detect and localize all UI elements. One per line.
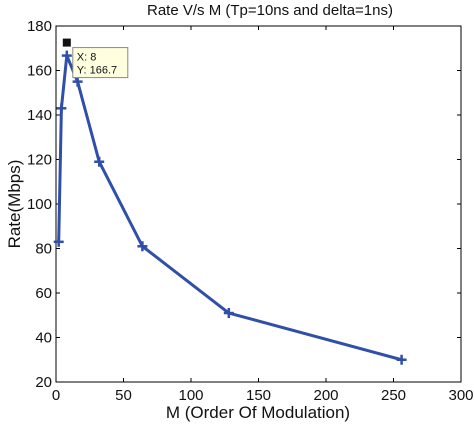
x-tick-label: 300 — [448, 387, 473, 404]
datatip-y-text: Y: 166.7 — [77, 65, 117, 77]
data-point-marker — [61, 50, 72, 61]
datatip[interactable]: X: 8 Y: 166.7 — [62, 38, 129, 79]
y-axis-label: Rate(Mbps) — [5, 160, 24, 249]
data-point-marker — [396, 354, 407, 365]
datatip-box — [72, 47, 129, 79]
data-point-marker — [137, 241, 148, 252]
datatip-marker — [62, 38, 71, 47]
y-tick-label: 120 — [27, 152, 52, 169]
x-tick-label: 200 — [313, 387, 338, 404]
y-tick-label: 100 — [27, 196, 52, 213]
plot-area — [55, 25, 462, 383]
y-axis-ticks: 20 40 60 80 100 120 140 160 180 — [27, 18, 461, 391]
y-tick-label: 180 — [27, 18, 52, 35]
data-point-marker — [56, 103, 67, 114]
data-point-marker — [94, 156, 105, 167]
x-axis-label: M (Order Of Modulation) — [166, 403, 350, 422]
datatip-x-text: X: 8 — [77, 52, 97, 64]
x-tick-label: 250 — [381, 387, 406, 404]
x-tick-label: 0 — [52, 387, 60, 404]
x-tick-label: 150 — [246, 387, 271, 404]
x-axis-ticks: 0 50 100 150 200 250 300 — [52, 26, 474, 404]
x-tick-label: 50 — [115, 387, 132, 404]
series-markers — [53, 50, 407, 365]
y-tick-label: 80 — [35, 241, 52, 258]
rate-series-line — [57, 54, 402, 362]
y-tick-label: 160 — [27, 63, 52, 80]
data-point-marker — [53, 236, 64, 247]
y-tick-label: 60 — [35, 285, 52, 302]
chart-title: Rate V/s M (Tp=10ns and delta=1ns) — [147, 2, 393, 19]
data-point-marker — [223, 308, 234, 319]
y-tick-label: 40 — [35, 330, 52, 347]
data-point-marker — [72, 76, 83, 87]
x-tick-label: 100 — [178, 387, 203, 404]
y-tick-label: 20 — [35, 374, 52, 391]
y-tick-label: 140 — [27, 107, 52, 124]
